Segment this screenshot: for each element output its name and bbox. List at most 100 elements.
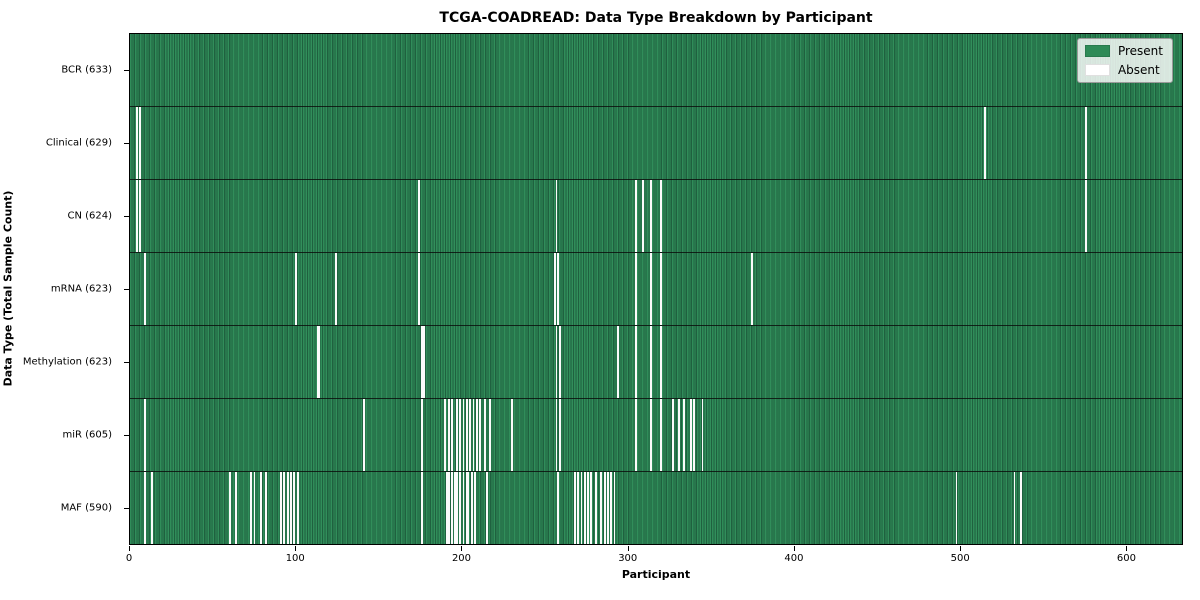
absent-stripe [660,399,662,471]
absent-stripe [144,399,146,471]
legend-item-absent: Absent [1084,63,1163,77]
absent-stripe [693,399,696,471]
absent-stripe [454,472,457,544]
absent-stripe [1013,472,1016,544]
absent-stripe [573,472,576,544]
absent-stripe [144,253,146,325]
absent-stripe [447,472,450,544]
x-tick-mark [1126,546,1128,551]
absent-stripe [650,399,652,471]
absent-stripe [641,180,644,252]
absent-stripe [557,253,560,325]
absent-stripe [1084,107,1087,179]
plot-area: Present Absent [129,33,1183,545]
absent-stripe [447,399,450,471]
absent-stripe [489,399,492,471]
x-tick-label-400: 400 [784,553,804,564]
absent-stripe [577,472,579,544]
absent-stripe [690,399,692,471]
absent-stripe [235,472,238,544]
absent-stripe [485,472,488,544]
absent-stripe [650,253,652,325]
absent-stripe [451,472,453,544]
absent-stripe [983,107,986,179]
heatmap-row-methylation [130,326,1182,399]
absent-stripe [135,107,138,179]
absent-stripe [650,326,652,398]
x-tick-mark [461,546,463,551]
absent-stripe [553,253,556,325]
absent-stripe [316,326,319,398]
absent-stripe [600,472,603,544]
absent-stripe [671,399,674,471]
x-tick-label-200: 200 [451,553,472,564]
y-tick-mark [124,215,129,217]
absent-stripe [456,472,458,544]
absent-stripe [603,472,606,544]
y-tick-label-maf: MAF (590) [60,502,112,514]
x-tick-mark [627,546,629,551]
absent-stripe [459,399,462,471]
absent-stripe [595,472,598,544]
y-tick-mark [124,435,129,437]
y-tick-mark [124,289,129,290]
absent-swatch-icon [1084,64,1110,76]
absent-stripe [334,253,337,325]
absent-stripe [474,472,477,544]
heatmap-row-maf [130,472,1182,544]
absent-stripe [417,180,420,252]
x-tick-label-300: 300 [618,553,638,564]
absent-stripe [295,253,297,325]
absent-stripe [459,472,462,544]
absent-stripe [469,399,472,471]
legend-item-present: Present [1084,44,1163,58]
absent-stripe [280,472,282,544]
absent-stripe [660,180,662,252]
x-tick-mark [960,546,962,551]
absent-stripe [555,399,558,471]
absent-stripe [421,472,423,544]
absent-stripe [683,399,686,471]
heatmap-row-mir [130,399,1182,472]
y-tick-mark [124,508,129,510]
absent-stripe [555,326,558,398]
y-tick-label-methylation: Methylation (623) [22,356,112,368]
absent-stripe [446,472,448,544]
y-axis-tick-labels: BCR (633) Clinical (629) CN (624) mRNA (623… [0,33,122,545]
absent-stripe [701,399,704,471]
absent-stripe [467,472,470,544]
absent-stripe [617,326,619,398]
absent-stripe [635,253,638,325]
absent-stripe [558,326,561,398]
absent-stripe [660,253,662,325]
absent-stripe [635,180,638,252]
x-tick-label-0: 0 [125,553,133,564]
absent-stripe [470,472,473,544]
absent-stripe [583,472,586,544]
absent-stripe [253,472,256,544]
absent-stripe [283,472,286,544]
x-tick-mark [295,546,297,551]
absent-stripe [590,472,593,544]
x-tick-mark [129,546,130,551]
y-tick-label-cn: CN (624) [67,210,112,222]
chart-title: TCGA-COADREAD: Data Type Breakdown by Pa… [439,10,873,26]
absent-stripe [150,472,153,544]
absent-stripe [144,472,146,544]
absent-stripe [660,326,662,398]
absent-stripe [650,180,652,252]
absent-stripe [475,399,478,471]
absent-stripe [466,399,468,471]
absent-stripe [1020,472,1022,544]
absent-stripe [290,472,292,544]
absent-stripe [466,472,468,544]
x-tick-label-600: 600 [1116,553,1137,564]
y-tick-label-clinical: Clinical (629) [45,137,112,149]
absent-stripe [479,399,482,471]
absent-stripe [444,399,447,471]
absent-stripe [613,472,616,544]
absent-stripe [456,399,458,471]
y-tick-mark [124,69,129,71]
x-tick-label-500: 500 [950,553,970,564]
